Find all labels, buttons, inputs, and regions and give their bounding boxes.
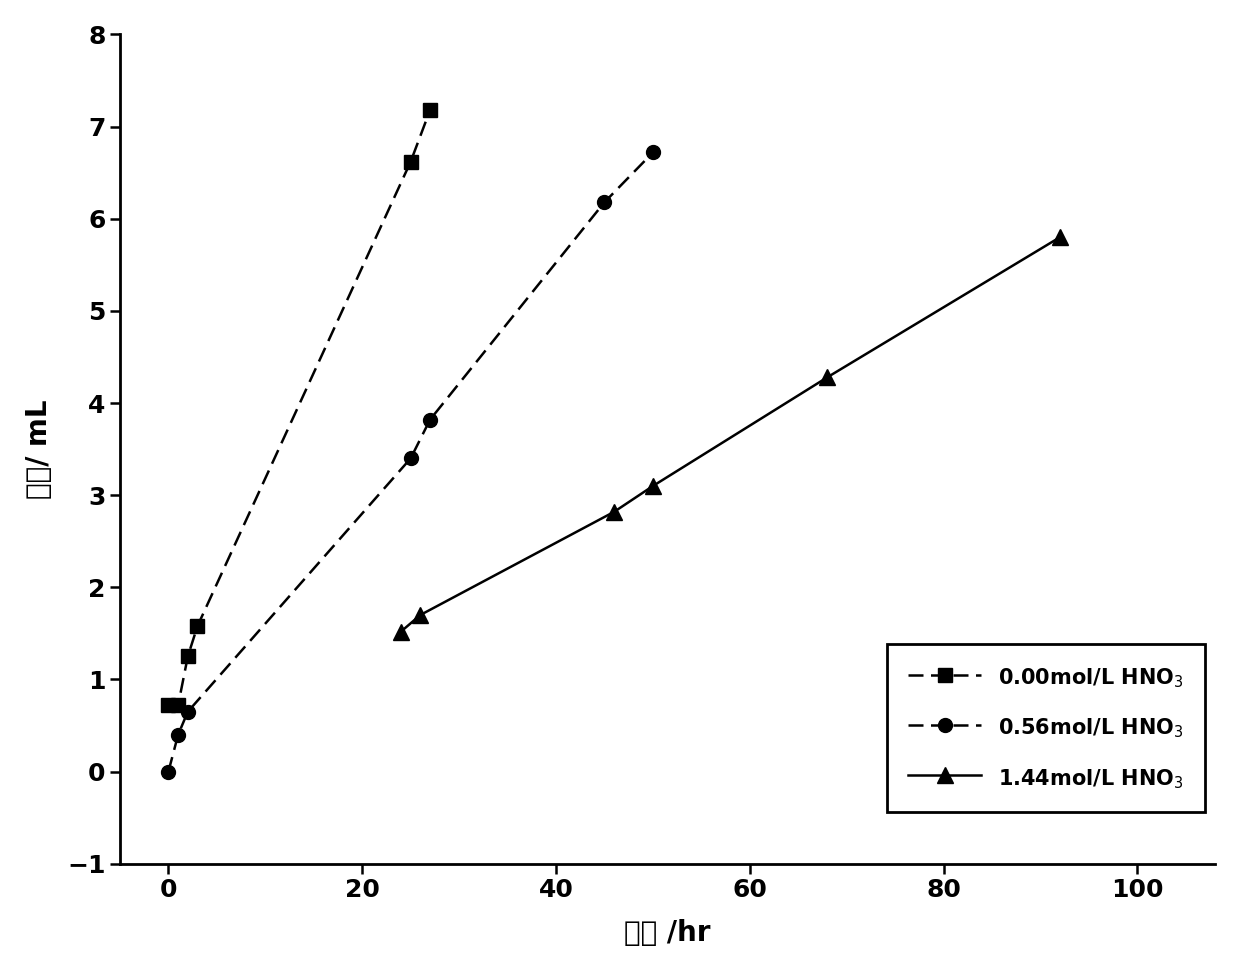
1.44mol/L HNO$_3$ [820,371,835,383]
1.44mol/L HNO$_3$ [1053,231,1068,243]
Line: 1.44mol/L HNO$_3$: 1.44mol/L HNO$_3$ [393,229,1068,640]
1.44mol/L HNO$_3$ [413,609,428,621]
0.56mol/L HNO$_3$ [646,147,661,158]
0.56mol/L HNO$_3$ [180,706,195,717]
0.00mol/L HNO$_3$ [423,104,438,116]
0.56mol/L HNO$_3$ [423,414,438,426]
0.00mol/L HNO$_3$ [180,650,195,662]
0.56mol/L HNO$_3$ [403,453,418,465]
0.56mol/L HNO$_3$ [171,729,186,741]
X-axis label: 时间 /hr: 时间 /hr [624,919,711,947]
1.44mol/L HNO$_3$ [606,506,621,518]
1.44mol/L HNO$_3$ [646,480,661,492]
0.56mol/L HNO$_3$ [596,196,611,208]
0.00mol/L HNO$_3$ [190,620,205,632]
Line: 0.00mol/L HNO$_3$: 0.00mol/L HNO$_3$ [161,103,436,712]
0.00mol/L HNO$_3$ [161,700,176,712]
Legend: 0.00mol/L HNO$_3$, 0.56mol/L HNO$_3$, 1.44mol/L HNO$_3$: 0.00mol/L HNO$_3$, 0.56mol/L HNO$_3$, 1.… [888,644,1204,812]
0.56mol/L HNO$_3$ [161,766,176,778]
Y-axis label: 体积/ mL: 体积/ mL [25,399,53,499]
1.44mol/L HNO$_3$ [393,626,408,638]
0.00mol/L HNO$_3$ [403,156,418,167]
0.00mol/L HNO$_3$ [171,700,186,712]
Line: 0.56mol/L HNO$_3$: 0.56mol/L HNO$_3$ [161,146,660,779]
